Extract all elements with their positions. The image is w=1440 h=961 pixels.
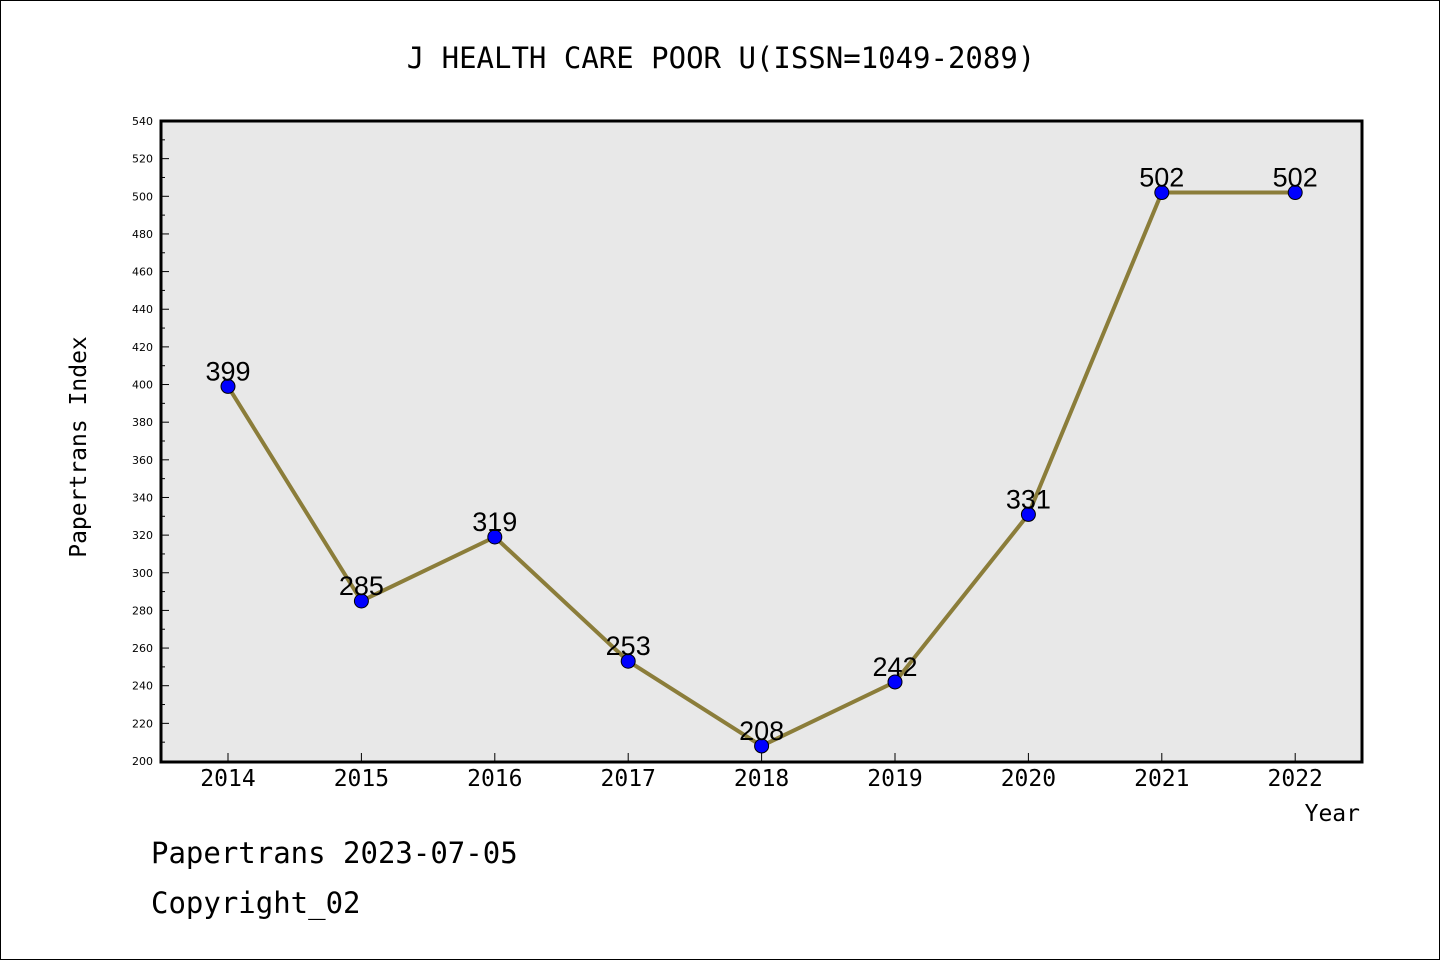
y-tick-label: 420 [132,341,153,354]
data-point [620,653,636,669]
y-tick-label: 300 [132,567,153,580]
data-label: 253 [606,631,651,661]
data-point [353,593,369,609]
data-label: 319 [472,507,517,537]
x-tick-label: 2018 [734,766,789,792]
y-tick-label: 360 [132,454,153,467]
data-label: 502 [1139,163,1184,193]
x-tick-label: 2014 [200,766,255,792]
chart-title: J HEALTH CARE POOR U(ISSN=1049-2089) [407,41,1036,75]
x-tick-label: 2017 [601,766,656,792]
x-tick-label: 2020 [1001,766,1056,792]
y-tick-label: 340 [132,491,153,504]
x-axis-label: Year [1305,801,1360,827]
footer-copyright: Copyright_02 [151,886,361,920]
data-point [220,378,236,394]
y-tick-label: 320 [132,529,153,542]
y-tick-label: 540 [132,115,153,128]
data-point [487,529,503,545]
x-tick-label: 2016 [467,766,522,792]
data-point [1020,506,1036,522]
y-tick-label: 460 [132,266,153,279]
y-tick-label: 200 [132,755,153,768]
y-tick-label: 400 [132,379,153,392]
y-tick-label: 440 [132,303,153,316]
footer-date: Papertrans 2023-07-05 [151,836,518,870]
plot-area [159,119,1364,764]
y-tick-label: 520 [132,153,153,166]
y-tick-label: 240 [132,680,153,693]
data-point [1287,185,1303,201]
x-tick-label: 2015 [334,766,389,792]
y-tick-label: 480 [132,228,153,241]
x-axis: 2014 2015 2016 2017 2018 2019 2020 2021 2022 [200,753,1323,792]
y-tick-label: 380 [132,416,153,429]
y-axis: 200 220 240 260 280 300 320 340 360 380 400 420 440 4… [132,115,169,768]
data-label: 208 [739,716,784,746]
y-tick-label: 260 [132,642,153,655]
y-tick-label: 220 [132,717,153,730]
x-tick-label: 2019 [867,766,922,792]
data-point [754,738,770,754]
y-tick-label: 280 [132,604,153,617]
y-tick-label: 500 [132,190,153,203]
series-line-group: 399 285 319 253 208 242 331 502 502 [205,163,1318,754]
data-label: 331 [1006,484,1051,514]
data-label: 502 [1273,163,1318,193]
data-label: 399 [205,356,250,386]
data-label: 285 [339,571,384,601]
x-tick-label: 2022 [1268,766,1323,792]
data-point [887,674,903,690]
x-tick-label: 2021 [1134,766,1189,792]
data-label: 242 [872,652,917,682]
y-axis-label: Papertrans Index [66,336,92,558]
data-point [1154,185,1170,201]
